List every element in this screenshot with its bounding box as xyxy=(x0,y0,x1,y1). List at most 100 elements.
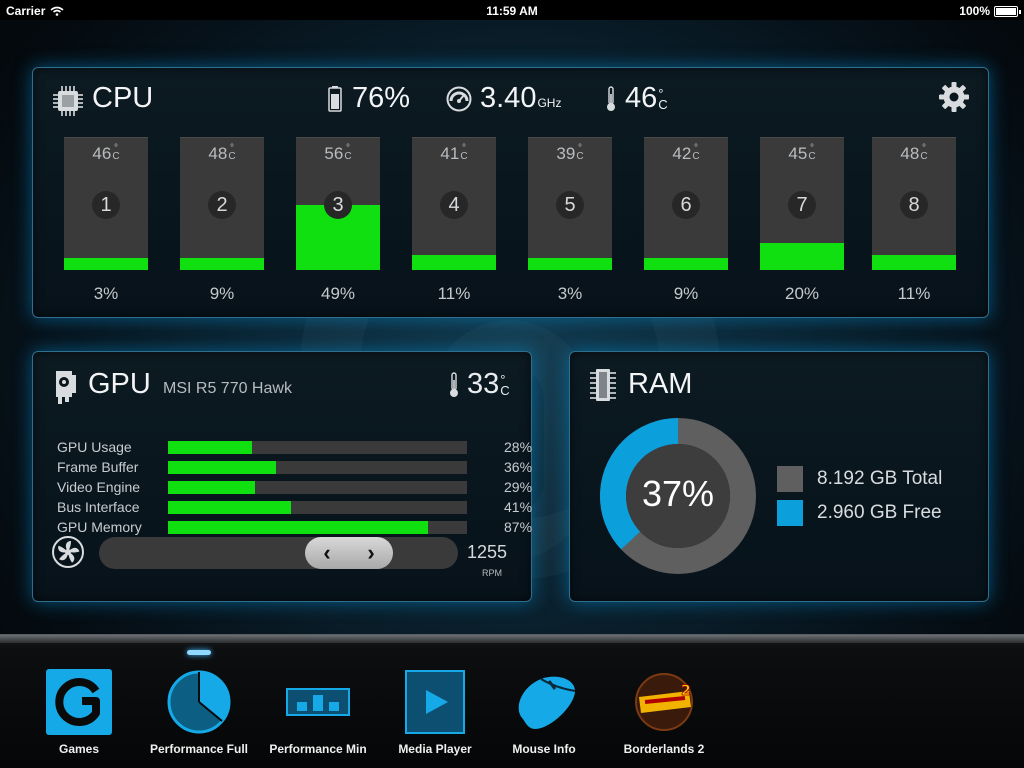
core-number-badge: 5 xyxy=(556,191,584,219)
fan-icon xyxy=(52,536,84,568)
ram-legend-free: 2.960 GB Free xyxy=(777,500,942,526)
dock-label-performance-full: Performance Full xyxy=(149,742,249,756)
fan-rpm-value: 1255 xyxy=(467,542,508,562)
ram-used-percent: 37% xyxy=(641,473,715,514)
gpu-metric-track xyxy=(168,481,467,494)
cpu-usage-stat: 76% xyxy=(328,82,410,115)
ram-donut-center xyxy=(626,444,730,548)
core-usage-bar xyxy=(872,255,956,270)
core-temp: 56 ° C xyxy=(324,143,352,164)
gpu-metric-track xyxy=(168,441,467,454)
ram-usage-donut xyxy=(600,418,756,574)
gpu-metric-track xyxy=(168,461,467,474)
ram-panel: RAM 37% 8.192 GB Total 2.960 GB Free xyxy=(569,351,989,602)
gpu-title: GPU xyxy=(88,368,151,400)
cpu-panel: CPU 76% 3.40 GHz xyxy=(32,67,989,318)
thermometer-icon xyxy=(450,372,458,397)
core-number-badge: 6 xyxy=(672,191,700,219)
gpu-metric-track xyxy=(168,521,467,534)
cpu-clock-unit: GHz xyxy=(537,96,562,110)
core-number-badge: 1 xyxy=(92,191,120,219)
cpu-core-7: 45 ° C 7 xyxy=(760,137,844,270)
bar-chart-icon[interactable] xyxy=(285,669,351,735)
chevron-right-icon[interactable]: › xyxy=(367,540,375,565)
gpu-metric-fill xyxy=(168,481,255,494)
fan-speed-slider[interactable]: ‹ › xyxy=(99,537,458,569)
battery-icon xyxy=(994,5,1021,17)
memory-chip-icon xyxy=(590,369,616,401)
core-temp: 41 ° C xyxy=(440,143,468,164)
core-number-badge: 4 xyxy=(440,191,468,219)
gpu-temp-value: 33 xyxy=(467,368,500,400)
gpu-metric-label: Frame Buffer xyxy=(57,459,139,475)
celsius-mark: ° C xyxy=(658,86,668,112)
battery-gauge-icon xyxy=(328,86,342,112)
core-usage-label: 49% xyxy=(320,284,356,303)
graphics-card-icon xyxy=(56,371,76,404)
borderlands-2-logo[interactable]: 2 xyxy=(631,669,697,735)
dock-label-performance-min: Performance Min xyxy=(269,742,367,756)
core-usage-label: 11% xyxy=(437,284,471,303)
core-usage-label: 9% xyxy=(673,284,699,303)
cpu-temp-value: 46 xyxy=(625,82,658,114)
play-icon[interactable] xyxy=(402,669,468,735)
gpu-metric-row: GPU Usage 28% xyxy=(57,437,532,457)
gpu-metric-percent: 29% xyxy=(504,479,533,495)
gpu-metric-percent: 87% xyxy=(504,519,533,535)
carrier-indicator: Carrier xyxy=(6,4,64,18)
dock-label-media-player: Media Player xyxy=(398,742,472,756)
core-temp: 48 ° C xyxy=(208,143,236,164)
gpu-temp-stat: 33 ° C xyxy=(448,368,510,401)
cpu-title: CPU xyxy=(92,82,154,114)
core-usage-label: 20% xyxy=(784,284,820,303)
core-usage-bar xyxy=(412,255,496,270)
cpu-core-2: 48 ° C 2 xyxy=(180,137,264,270)
gpu-metric-label: GPU Memory xyxy=(57,519,142,535)
gpu-metric-row: Bus Interface 41% xyxy=(57,497,532,517)
core-temp: 46 ° C xyxy=(92,143,120,164)
core-usage-label: 9% xyxy=(209,284,235,303)
status-bar: Carrier 11:59 AM 100% xyxy=(0,0,1024,20)
gpu-metric-percent: 41% xyxy=(504,499,533,515)
active-page-indicator xyxy=(187,650,211,655)
gpu-metric-label: Bus Interface xyxy=(57,499,140,515)
mouse-icon[interactable] xyxy=(511,669,577,735)
ram-legend-total: 8.192 GB Total xyxy=(777,466,942,492)
settings-gear-icon[interactable] xyxy=(939,82,969,112)
core-number-badge: 8 xyxy=(900,191,928,219)
cpu-chip-icon xyxy=(53,86,83,116)
core-usage-label: 11% xyxy=(897,284,931,303)
gpu-metric-fill xyxy=(168,501,291,514)
cpu-core-5: 39 ° C 5 xyxy=(528,137,612,270)
pie-chart-icon[interactable] xyxy=(166,669,232,735)
core-number-badge: 7 xyxy=(788,191,816,219)
dock-label-mouse-info: Mouse Info xyxy=(512,742,576,756)
cpu-core-8: 48 ° C 8 xyxy=(872,137,956,270)
legend-swatch-free xyxy=(777,500,803,526)
fan-slider-knob[interactable]: ‹ › xyxy=(305,537,393,569)
gpu-panel: GPU MSI R5 770 Hawk 33 ° C GPU Usage 28% Fr… xyxy=(32,351,532,602)
battery-percent: 100% xyxy=(959,4,990,18)
cpu-clock-value: 3.40 xyxy=(480,82,537,114)
wifi-icon xyxy=(50,6,64,16)
ram-free-label: 2.960 GB Free xyxy=(817,502,942,523)
celsius-mark: ° C xyxy=(500,372,510,398)
gpu-metric-percent: 36% xyxy=(504,459,533,475)
cpu-usage-value: 76% xyxy=(352,82,411,114)
svg-text:2: 2 xyxy=(681,683,691,699)
cpu-core-6: 42 ° C 6 xyxy=(644,137,728,270)
gpu-metric-track xyxy=(168,501,467,514)
app-dock: Games Performance Full Performance Min M… xyxy=(0,634,1024,768)
logitech-g-icon[interactable] xyxy=(46,669,112,735)
core-temp: 42 ° C xyxy=(672,143,700,164)
cpu-core-1: 46 ° C 1 xyxy=(64,137,148,270)
gpu-metric-row: Frame Buffer 36% xyxy=(57,457,532,477)
core-temp: 48 ° C xyxy=(900,143,928,164)
gpu-metric-row: GPU Memory 87% xyxy=(57,517,532,537)
carrier-name: Carrier xyxy=(6,4,46,18)
chevron-left-icon[interactable]: ‹ xyxy=(323,540,331,565)
dock-label-borderlands-2: Borderlands 2 xyxy=(623,742,705,756)
dashboard: CPU 76% 3.40 GHz xyxy=(0,20,1024,634)
thermometer-icon xyxy=(607,86,615,111)
gpu-model-name: MSI R5 770 Hawk xyxy=(163,380,292,397)
